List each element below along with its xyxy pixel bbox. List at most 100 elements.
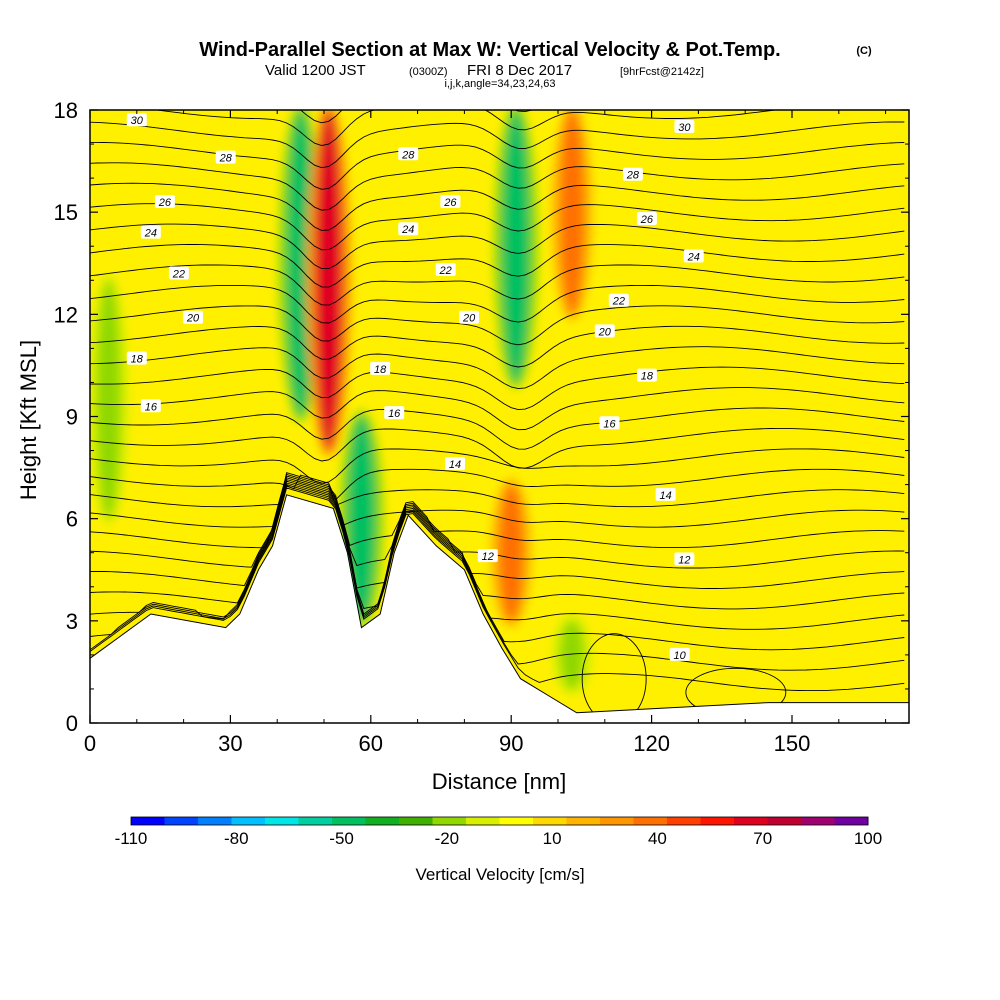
isentrope-line	[90, 475, 905, 549]
colorbar-swatch	[533, 817, 567, 825]
isentrope-line	[153, 110, 779, 146]
isentrope-label-text: 30	[131, 115, 144, 127]
isentrope-label-text: 14	[449, 459, 461, 471]
y-tick-label: 12	[54, 302, 78, 327]
velocity-feature	[96, 280, 121, 519]
isentrope-label: 28	[398, 147, 419, 161]
isentrope-label: 18	[636, 368, 657, 383]
isentrope-line	[90, 325, 905, 368]
isentrope-labels: 30 28 26 24 22 20 18 16 28 26 24 22 20 18 16 14 12 30 28 26…	[126, 113, 704, 662]
isentrope-label: 16	[599, 416, 620, 430]
isentrope-line	[90, 480, 905, 610]
isentrope-label: 24	[683, 249, 704, 263]
colorbar-tick-label: 10	[543, 829, 562, 848]
isentrope-label: 14	[655, 487, 676, 502]
isentrope-line	[90, 346, 905, 390]
isentrope-label-text: 22	[612, 296, 625, 308]
colorbar-swatch	[700, 817, 735, 825]
chart-title: Wind-Parallel Section at Max W: Vertical…	[199, 39, 780, 61]
isentrope-label-text: 18	[641, 371, 654, 383]
isentrope-label-text: 20	[462, 313, 476, 325]
isentrope-label-text: 16	[145, 401, 158, 413]
velocity-feature	[560, 620, 585, 689]
velocity-feature	[560, 110, 585, 315]
isentrope-line	[90, 473, 905, 528]
isentrope-line	[90, 482, 905, 630]
colorbar-swatch	[365, 817, 400, 825]
isentrope-line	[90, 203, 905, 251]
isentrope-line	[90, 244, 905, 288]
isentrope-line	[90, 427, 905, 469]
isentrope-label-text: 20	[598, 326, 612, 338]
isentrope-label-text: 26	[443, 197, 457, 209]
y-tick-label: 18	[54, 98, 78, 123]
valid-utc: (0300Z)	[409, 66, 448, 78]
colorbar-swatch	[767, 817, 802, 825]
isentrope-line	[90, 448, 905, 484]
isentrope-label-text: 18	[131, 354, 144, 366]
isentrope-line	[90, 387, 905, 431]
colorbar-tick-label: -20	[435, 829, 460, 848]
velocity-feature	[314, 110, 343, 451]
colorbar-swatch	[566, 817, 601, 825]
isentrope-line	[90, 121, 905, 169]
valid-date: FRI 8 Dec 2017	[467, 62, 572, 79]
isentrope-label: 26	[440, 194, 461, 209]
isentrope-label: 20	[182, 310, 203, 325]
colorbar-swatch	[432, 817, 467, 825]
x-tick-label: 30	[218, 731, 242, 756]
isentrope-label-text: 24	[401, 224, 414, 236]
y-tick-label: 6	[66, 507, 78, 532]
velocity-feature	[499, 484, 524, 621]
isentrope-label-text: 10	[674, 650, 687, 662]
colorbar-swatch	[734, 817, 768, 825]
colorbar	[130, 816, 869, 826]
y-tick-label: 9	[66, 405, 78, 430]
isentrope-line	[90, 472, 905, 508]
isentrope-line	[90, 182, 905, 231]
isentrope-label: 26	[636, 211, 657, 226]
isentrope-label: 20	[459, 310, 480, 325]
colorbar-tick-label: -80	[224, 829, 249, 848]
isentrope-label-text: 16	[388, 408, 401, 420]
x-tick-label: 150	[774, 731, 811, 756]
isentrope-label-text: 18	[374, 364, 387, 376]
velocity-feature	[501, 110, 530, 383]
isentrope-label-text: 20	[186, 313, 200, 325]
isentrope-label-text: 24	[687, 251, 700, 263]
isentrope-line	[90, 478, 905, 589]
x-axis: 0 30 60 90 120 150	[84, 110, 887, 756]
x-tick-label: 0	[84, 731, 96, 756]
isentrope-label-text: 22	[172, 268, 185, 280]
isentrope-line	[90, 284, 905, 324]
colorbar-swatch	[332, 817, 366, 825]
isentrope-label: 22	[435, 263, 456, 277]
isentrope-label: 18	[126, 351, 147, 366]
isentrope-label-text: 28	[401, 149, 415, 161]
colorbar-swatch	[265, 817, 299, 825]
terrain-mask	[90, 494, 909, 723]
y-axis-label: Height [Kft MSL]	[16, 340, 41, 500]
plot-area: 30 28 26 24 22 20 18 16 28 26 24 22 20 18 16 14 12 30 28 26…	[90, 110, 909, 723]
isentrope-line	[90, 485, 905, 671]
isentrope-label: 26	[154, 194, 175, 209]
isentrope-label-text: 12	[678, 555, 690, 567]
colorbar-tick-label: -110	[115, 829, 148, 848]
isentrope-label: 28	[622, 167, 643, 182]
colorbar-swatch	[198, 817, 232, 825]
isentrope-label-text: 28	[626, 170, 640, 182]
title-units: (C)	[856, 45, 872, 57]
isentrope-label: 30	[126, 113, 147, 127]
isentrope-label-text: 24	[144, 228, 157, 240]
isentrope-label: 12	[674, 552, 695, 567]
x-tick-label: 120	[633, 731, 670, 756]
isentrope-line	[90, 223, 905, 270]
isentrope-label: 22	[168, 266, 189, 280]
isentrope-label: 20	[594, 324, 615, 338]
colorbar-swatch	[633, 817, 668, 825]
colorbar-label: Vertical Velocity [cm/s]	[415, 865, 584, 884]
colorbar-swatch	[667, 817, 701, 825]
colorbar-swatch	[399, 817, 433, 825]
isentrope-label-text: 28	[219, 153, 233, 165]
isentrope-line	[90, 487, 905, 692]
